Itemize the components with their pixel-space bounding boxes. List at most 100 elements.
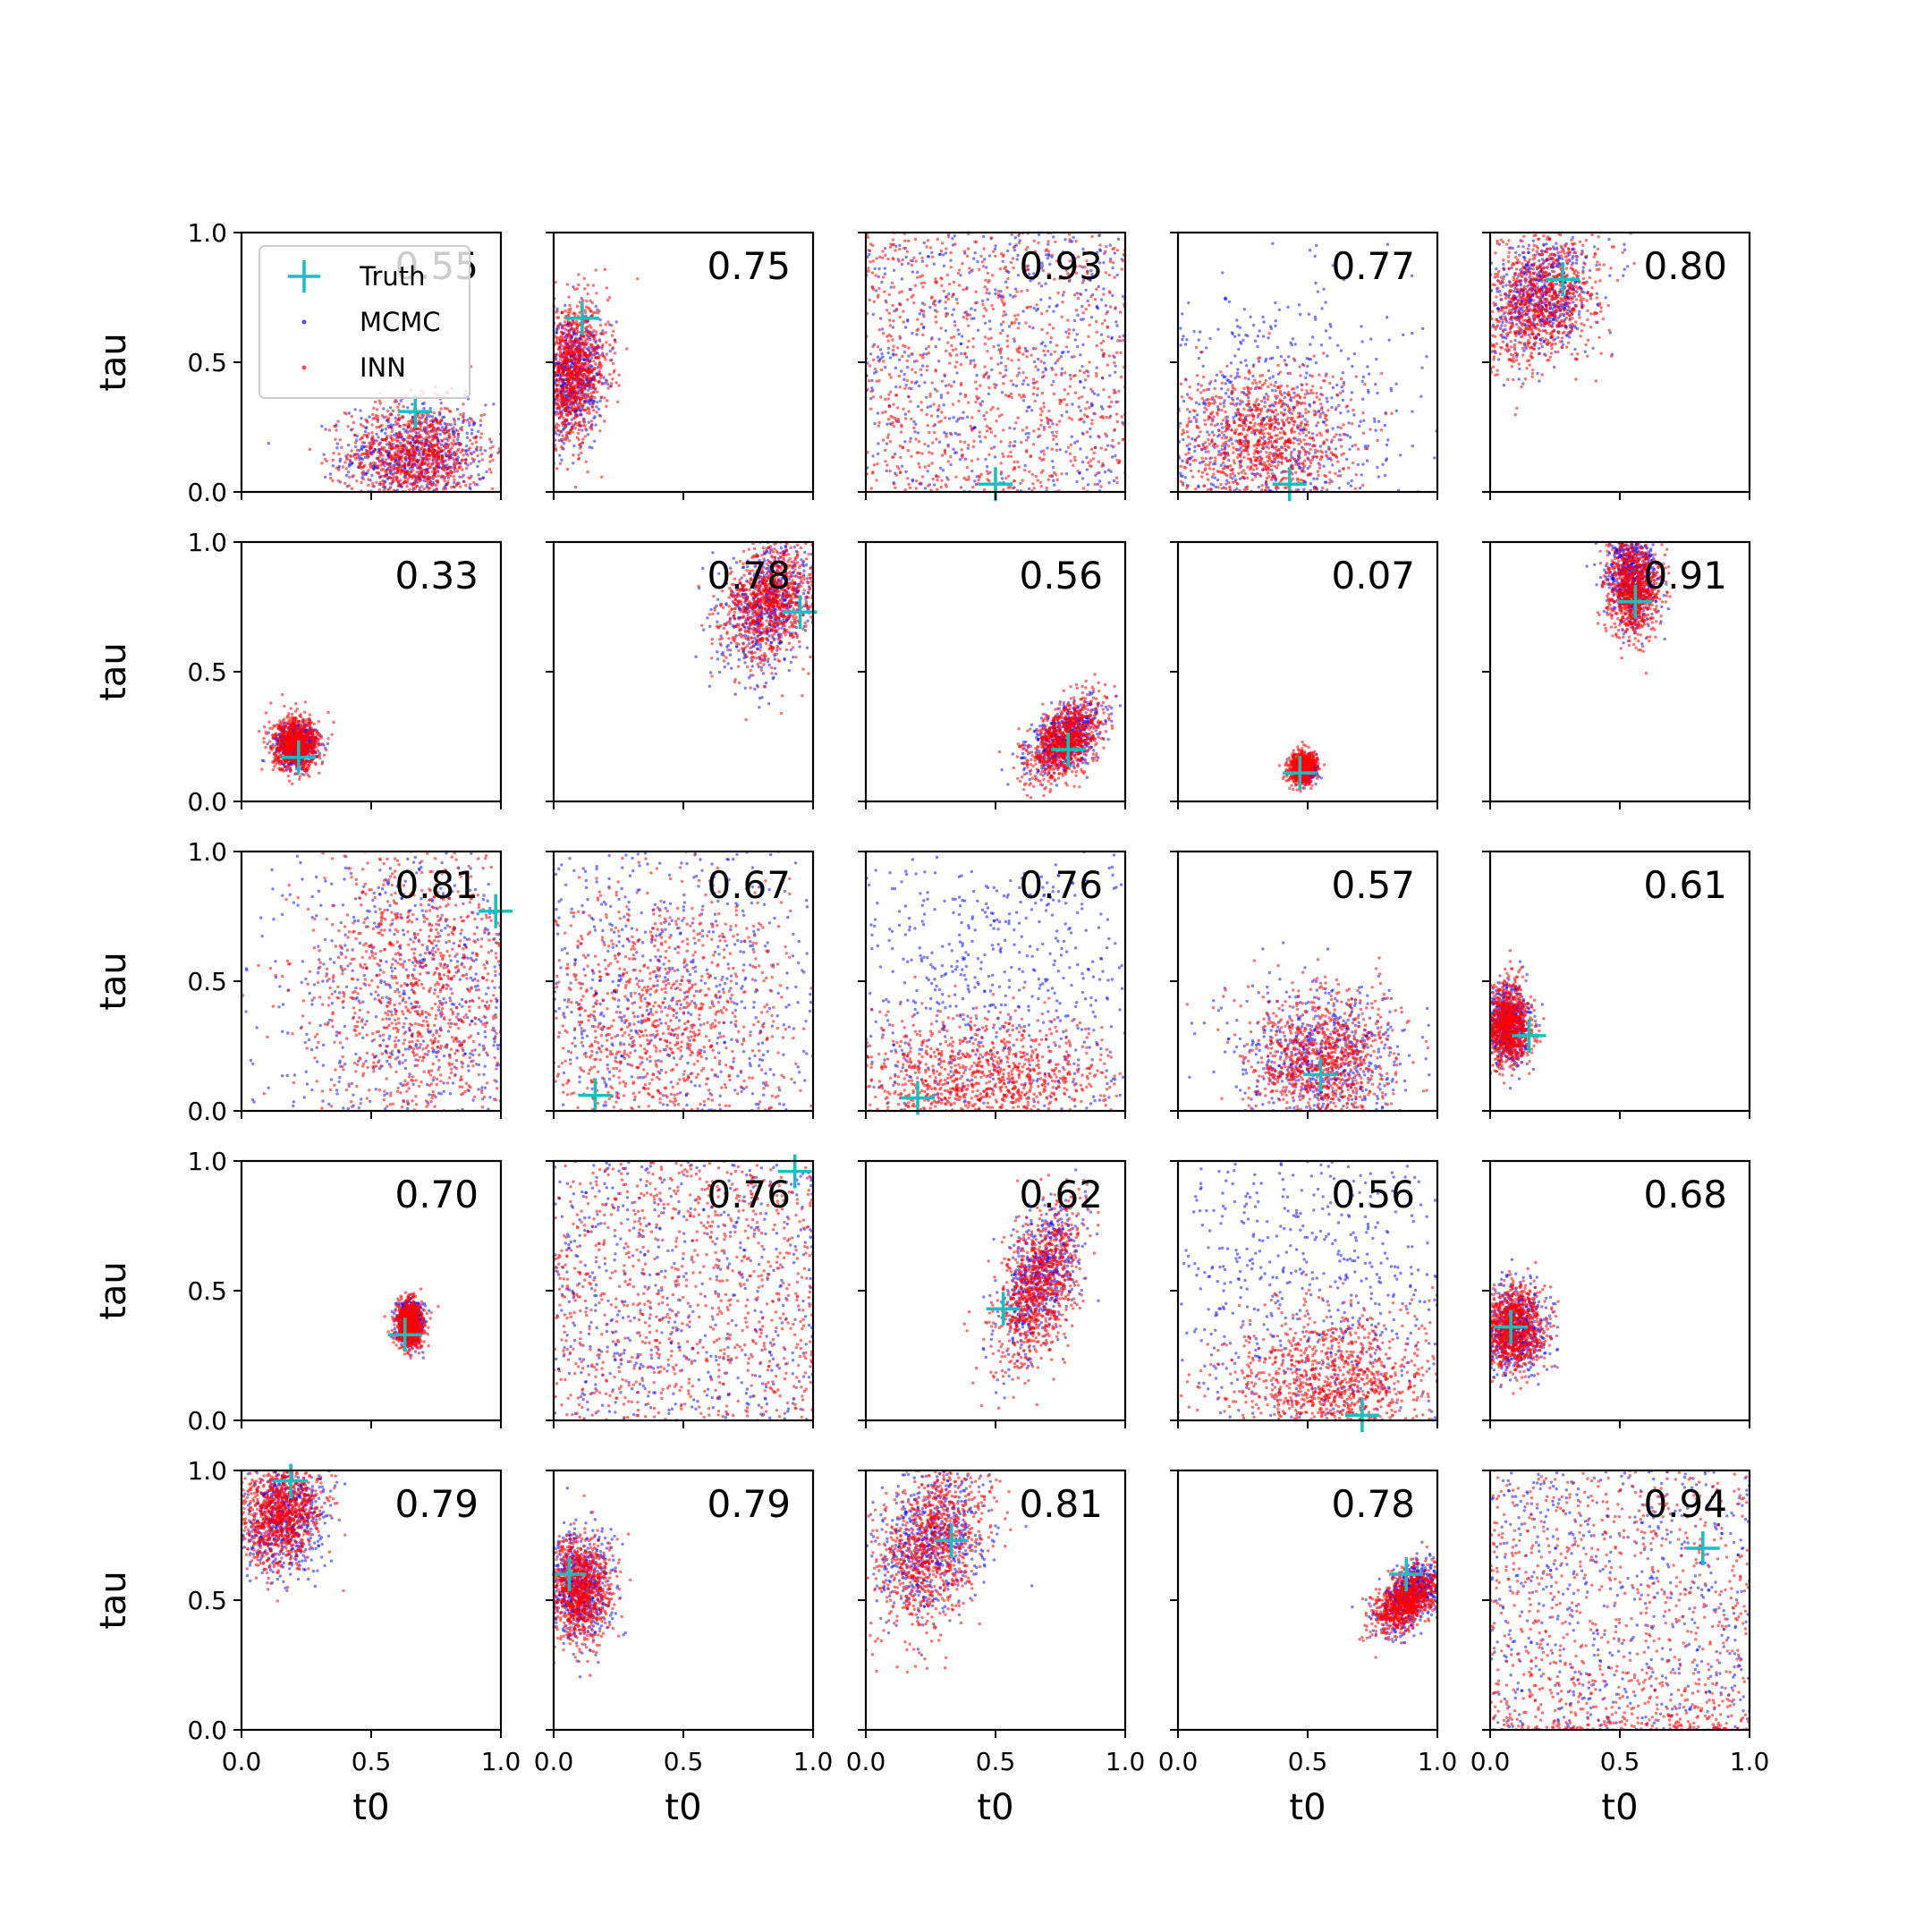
inn-point <box>562 345 565 349</box>
inn-point <box>577 396 581 400</box>
mcmc-point <box>338 459 342 463</box>
mcmc-point <box>1102 261 1106 265</box>
inn-point <box>974 400 978 404</box>
inn-point <box>1000 413 1004 417</box>
mcmc-point <box>1061 250 1065 254</box>
mcmc-point <box>1027 487 1031 491</box>
inn-point <box>570 323 573 326</box>
inn-point <box>397 462 402 465</box>
inn-point <box>1001 254 1005 258</box>
mcmc-point <box>1040 264 1045 267</box>
inn-point <box>1038 480 1043 484</box>
mcmc-point <box>598 399 602 402</box>
mcmc-point <box>1223 445 1227 448</box>
inn-point <box>575 373 580 377</box>
mcmc-point <box>331 464 335 468</box>
inn-point <box>411 428 415 432</box>
inn-point <box>983 436 987 439</box>
mcmc-point <box>1095 250 1099 254</box>
mcmc-point <box>981 234 986 239</box>
mcmc-point <box>944 329 948 333</box>
inn-point <box>935 320 938 324</box>
mcmc-point <box>1036 368 1040 372</box>
inn-point <box>1074 309 1079 312</box>
mcmc-point <box>1014 243 1019 247</box>
inn-point <box>1028 470 1031 473</box>
inn-point <box>1073 458 1077 462</box>
mcmc-point <box>1270 468 1274 472</box>
inn-point <box>895 406 900 410</box>
inn-point <box>1087 303 1091 307</box>
inn-point <box>479 414 483 418</box>
inn-point <box>428 453 431 457</box>
inn-point <box>362 433 366 437</box>
inn-point <box>346 425 350 428</box>
inn-point <box>867 249 871 252</box>
inn-point <box>419 465 422 470</box>
inn-point <box>923 442 927 446</box>
mcmc-point <box>1208 336 1212 341</box>
mcmc-point <box>1206 430 1209 434</box>
mcmc-point <box>1197 356 1201 360</box>
inn-point <box>1066 392 1070 396</box>
mcmc-point <box>1032 272 1036 275</box>
mcmc-point <box>1054 361 1057 365</box>
inn-point <box>572 403 576 407</box>
inn-point <box>370 431 374 435</box>
mcmc-point <box>1342 278 1346 282</box>
mcmc-point <box>1233 474 1237 478</box>
inn-point <box>1078 264 1081 268</box>
mcmc-point <box>926 470 929 473</box>
mcmc-point <box>1238 402 1242 406</box>
mcmc-point <box>1029 279 1032 283</box>
inn-point <box>359 423 363 427</box>
inn-point <box>581 335 586 338</box>
inn-point <box>945 435 948 438</box>
inn-point <box>417 419 420 422</box>
inn-point <box>414 460 418 463</box>
inn-point <box>944 349 948 352</box>
mcmc-point <box>1239 446 1242 450</box>
inn-point <box>964 310 969 314</box>
mcmc-point <box>923 381 927 385</box>
mcmc-point <box>1070 240 1074 243</box>
inn-point <box>996 407 1000 411</box>
inn-point <box>1001 452 1004 455</box>
inn-point <box>896 418 901 421</box>
inn-point <box>570 421 573 426</box>
mcmc-point <box>900 464 904 468</box>
mcmc-point <box>1181 337 1184 342</box>
inn-point <box>360 453 363 457</box>
inn-point <box>411 446 414 451</box>
inn-point <box>887 292 891 296</box>
inn-point <box>413 445 418 449</box>
inn-point <box>867 269 870 273</box>
inn-point <box>565 386 569 390</box>
mcmc-point <box>1248 405 1252 409</box>
inn-point <box>1046 349 1050 353</box>
inn-point <box>584 427 588 431</box>
inn-point <box>462 479 466 483</box>
mcmc-point <box>1182 335 1185 338</box>
inn-point <box>944 301 947 304</box>
inn-point <box>921 285 925 289</box>
mcmc-point <box>596 400 599 404</box>
inn-point <box>881 411 885 415</box>
inn-point <box>944 452 947 455</box>
inn-point <box>945 485 949 488</box>
inn-point <box>564 413 568 417</box>
inn-point <box>583 424 587 428</box>
inn-point <box>866 235 870 240</box>
inn-point <box>636 277 640 281</box>
inn-point <box>953 365 957 369</box>
mcmc-point <box>614 320 618 324</box>
mcmc-point <box>603 381 607 386</box>
mcmc-point <box>1048 340 1053 344</box>
inn-point <box>894 473 899 477</box>
inn-point <box>611 377 614 381</box>
inn-point <box>886 257 890 261</box>
inn-point <box>886 418 891 421</box>
inn-point <box>376 414 380 419</box>
mcmc-point <box>918 251 922 255</box>
inn-point <box>955 301 960 305</box>
